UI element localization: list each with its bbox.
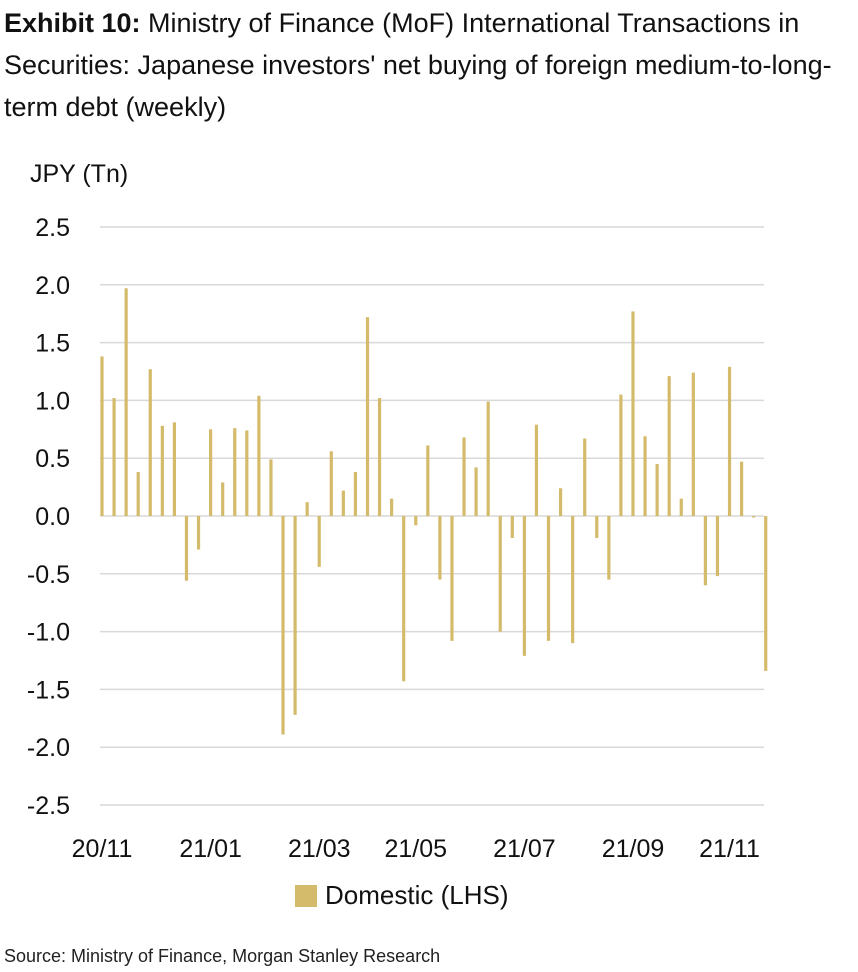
- bar: [100, 356, 104, 516]
- bar: [462, 437, 466, 516]
- bar: [269, 459, 273, 516]
- bar: [293, 516, 297, 715]
- bar: [691, 372, 695, 516]
- bar: [148, 369, 152, 516]
- exhibit-label: Exhibit 10:: [4, 8, 141, 38]
- title-text: Ministry of Finance (MoF) International …: [4, 8, 832, 122]
- bar: [160, 425, 164, 516]
- y-tick-label: 1.0: [35, 387, 70, 415]
- x-tick-label: 21/03: [288, 835, 351, 863]
- x-tick-label: 21/11: [699, 835, 760, 863]
- bar: [522, 516, 526, 656]
- bars: [100, 288, 768, 735]
- bar: [317, 516, 321, 567]
- y-tick-label: 2.5: [35, 214, 70, 242]
- bar: [341, 490, 345, 516]
- y-tick-label: -2.5: [27, 792, 70, 820]
- bar: [377, 398, 382, 516]
- bar: [715, 516, 720, 577]
- x-tick-label: 21/01: [179, 835, 242, 863]
- bar: [739, 461, 744, 516]
- bar: [281, 516, 285, 735]
- bar: [124, 288, 128, 516]
- bar: [727, 366, 732, 516]
- bar: [631, 311, 635, 516]
- bar: [390, 498, 394, 516]
- bar: [305, 502, 309, 516]
- bar: [233, 428, 237, 516]
- x-tick-label: 21/05: [384, 835, 447, 863]
- bar: [703, 516, 707, 586]
- x-tick-label: 20/11: [72, 835, 133, 863]
- bar: [365, 317, 370, 516]
- y-tick-label: 0.5: [35, 445, 70, 473]
- y-tick-label: -1.5: [27, 676, 70, 704]
- bar: [595, 516, 599, 538]
- bar: [643, 436, 647, 516]
- bar: [184, 516, 189, 581]
- bar: [752, 516, 756, 518]
- legend: Domestic (LHS): [295, 880, 508, 911]
- bar: [474, 467, 478, 516]
- bar: [571, 516, 575, 644]
- chart-title: Exhibit 10: Ministry of Finance (MoF) In…: [4, 2, 854, 128]
- chart: JPY (Tn) 2.5 2.0 1.5 1.0 0.5 0.0 -0.5 -1.0 -1.5 -…: [27, 160, 768, 863]
- bar: [136, 472, 140, 516]
- bar: [450, 516, 454, 641]
- bar: [558, 488, 563, 516]
- x-tick-label: 21/09: [602, 835, 665, 863]
- bar: [498, 516, 502, 632]
- x-tick-label: 21/07: [493, 835, 556, 863]
- legend-swatch: [295, 884, 317, 907]
- bar: [112, 398, 116, 516]
- x-tick-labels: 20/11 21/01 21/03 21/05 21/07 21/09 21/11: [72, 835, 760, 863]
- bar: [426, 445, 430, 516]
- bar: [329, 451, 333, 516]
- bar: [414, 516, 418, 526]
- bar: [221, 482, 225, 516]
- bar: [196, 516, 201, 550]
- bar: [486, 401, 490, 516]
- bar: [619, 394, 623, 516]
- bar: [607, 516, 611, 580]
- y-tick-label: 2.0: [35, 272, 70, 300]
- bar: [679, 498, 683, 516]
- bar: [172, 422, 177, 516]
- bar: [534, 424, 539, 516]
- bar: [209, 429, 213, 516]
- y-tick-label: 0.0: [35, 503, 70, 531]
- source-note: Source: Ministry of Finance, Morgan Stan…: [4, 946, 441, 966]
- y-tick-labels: 2.5 2.0 1.5 1.0 0.5 0.0 -0.5 -1.0 -1.5 -2.0 -2.5: [27, 214, 70, 820]
- bar: [764, 516, 768, 671]
- bar: [402, 516, 406, 682]
- bar: [510, 516, 514, 538]
- bar: [546, 516, 551, 641]
- y-axis-label: JPY (Tn): [30, 160, 128, 188]
- bar: [257, 395, 261, 516]
- y-tick-label: -2.0: [27, 734, 70, 762]
- bar: [438, 516, 442, 580]
- y-tick-label: -1.0: [27, 619, 70, 647]
- bar: [583, 438, 587, 516]
- legend-label: Domestic (LHS): [325, 880, 509, 910]
- bar: [353, 472, 358, 516]
- y-tick-label: -0.5: [27, 561, 70, 589]
- y-tick-label: 1.5: [35, 330, 70, 358]
- bar: [245, 430, 249, 516]
- bar: [655, 463, 659, 516]
- gridlines: [100, 226, 764, 806]
- bar: [667, 376, 671, 516]
